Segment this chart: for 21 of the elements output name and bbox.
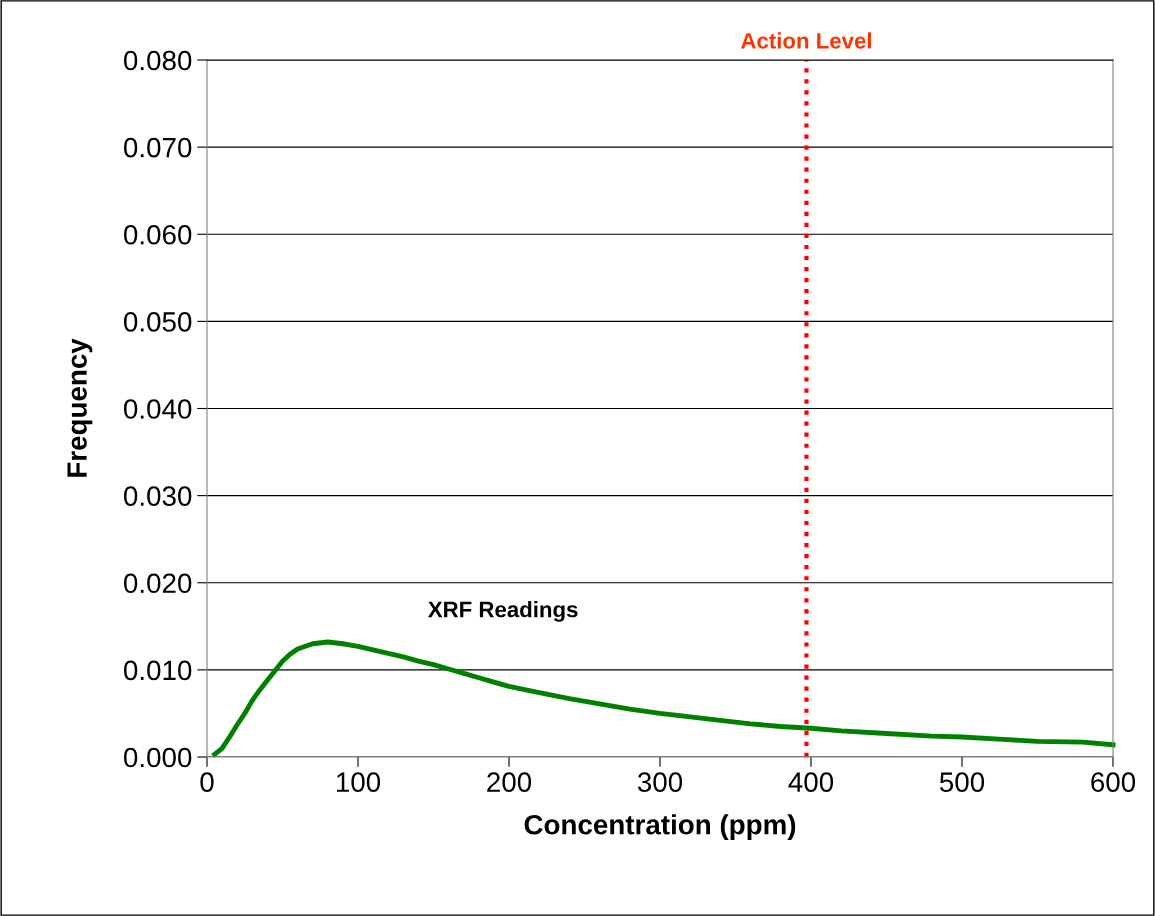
y-tick-label: 0.040 <box>124 399 192 419</box>
x-axis-title: Concentration (ppm) <box>524 814 796 841</box>
x-tick-label: 200 <box>487 772 532 792</box>
y-tick-label: 0.000 <box>124 747 192 768</box>
y-tick-label: 0.010 <box>124 660 192 681</box>
x-tick-label: 500 <box>939 772 985 792</box>
x-tick-label: 300 <box>637 772 683 792</box>
line-series <box>212 639 1116 757</box>
y-tick-label: 0.060 <box>124 224 192 245</box>
y-tick-label: 0.070 <box>124 137 192 158</box>
x-tick-label: 0 <box>200 772 214 792</box>
x-tick-label: 600 <box>1091 772 1136 792</box>
y-axis-title: Frequency <box>67 338 93 477</box>
x-tick-label: 400 <box>788 772 834 792</box>
x-tick-label: 100 <box>336 772 381 792</box>
y-tick-label: 0.030 <box>124 486 192 506</box>
series-label: XRF Readings <box>427 601 578 622</box>
y-tick-label: 0.050 <box>124 312 192 332</box>
ref-line-label: Action Level <box>740 32 871 49</box>
y-tick-label: 0.020 <box>124 573 192 594</box>
y-tick-label: 0.080 <box>124 50 192 71</box>
